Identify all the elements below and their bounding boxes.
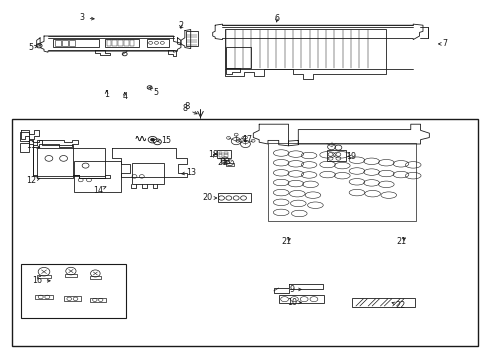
Text: 11: 11 [26, 141, 40, 150]
Text: 21: 21 [217, 158, 227, 167]
Text: 2: 2 [178, 21, 183, 30]
Bar [106, 40, 111, 46]
Bar [20, 264, 125, 318]
Bar [105, 39, 139, 47]
Bar [69, 40, 75, 46]
Bar [217, 193, 250, 202]
Bar [112, 40, 117, 46]
Text: 13: 13 [182, 168, 195, 177]
Text: 1: 1 [104, 90, 109, 99]
Bar [351, 298, 414, 307]
Bar [267, 143, 415, 221]
Text: 16: 16 [32, 276, 50, 285]
Bar [224, 152, 228, 154]
Bar [62, 40, 68, 46]
Text: 15: 15 [157, 136, 171, 145]
Text: 21: 21 [395, 237, 405, 246]
Bar [221, 160, 228, 163]
Bar [53, 39, 99, 47]
Bar [20, 132, 29, 141]
Bar [37, 275, 51, 279]
Bar [89, 298, 105, 302]
Bar [185, 31, 198, 46]
Bar [124, 40, 128, 46]
Text: 19: 19 [346, 152, 355, 161]
Text: 7: 7 [438, 40, 447, 49]
Text: 20: 20 [203, 194, 216, 202]
Text: 14: 14 [93, 186, 106, 194]
Text: 5: 5 [28, 43, 37, 52]
Bar [20, 143, 29, 152]
Bar [278, 295, 323, 303]
Bar [225, 163, 233, 166]
Circle shape [150, 138, 154, 141]
Text: 8: 8 [184, 102, 190, 111]
Text: 22: 22 [391, 301, 405, 310]
Text: 17: 17 [242, 135, 251, 144]
Bar [35, 294, 53, 300]
Text: 10: 10 [286, 298, 301, 307]
Bar [65, 274, 77, 277]
Bar [224, 154, 228, 157]
Bar [12, 119, 477, 346]
Text: 21: 21 [281, 237, 290, 246]
Bar [130, 40, 134, 46]
Text: 12: 12 [26, 176, 40, 185]
Bar [326, 150, 346, 161]
Bar [216, 150, 231, 158]
Bar [146, 39, 168, 47]
Text: 4: 4 [122, 91, 127, 100]
Bar [90, 276, 101, 279]
Text: 9: 9 [289, 285, 301, 294]
Bar [63, 297, 81, 301]
Bar [55, 40, 61, 46]
Bar [218, 154, 222, 157]
Bar [218, 152, 222, 154]
Bar [37, 148, 105, 176]
Text: 8: 8 [182, 104, 197, 114]
Text: 5: 5 [149, 87, 158, 97]
Text: 6: 6 [274, 14, 279, 23]
Bar [225, 47, 251, 68]
Bar [132, 163, 163, 184]
Bar [118, 40, 122, 46]
Bar [74, 161, 121, 192]
Bar [224, 29, 386, 69]
Text: 3: 3 [80, 13, 94, 22]
Text: 18: 18 [207, 150, 217, 158]
